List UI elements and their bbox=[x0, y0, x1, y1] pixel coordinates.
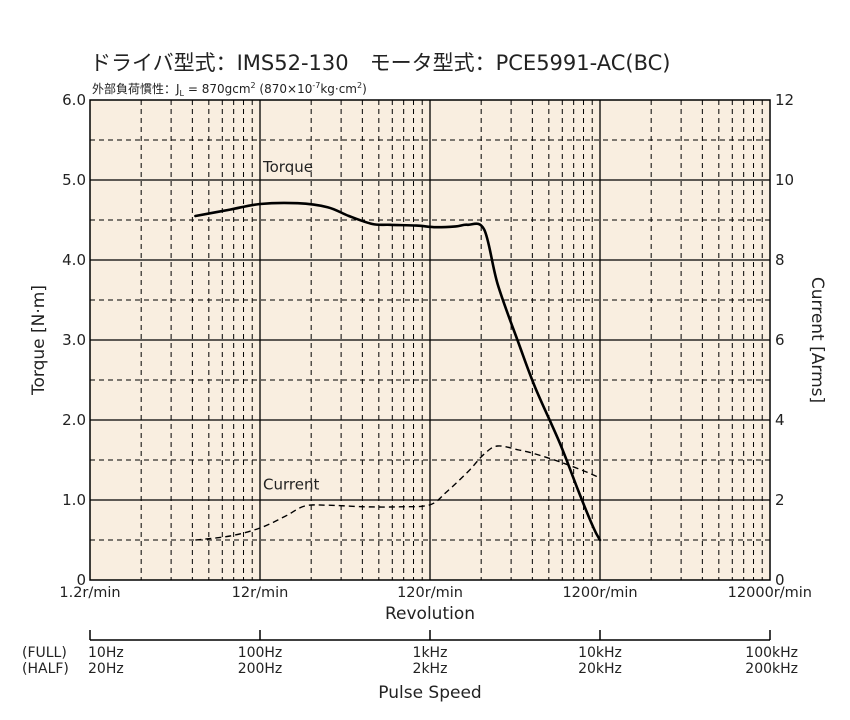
current-annotation: Current bbox=[263, 476, 319, 494]
y2-tick-label: 12 bbox=[775, 91, 794, 109]
x-tick-label: 1200r/min bbox=[562, 585, 637, 601]
y2-tick-label: 2 bbox=[775, 491, 785, 509]
x-tick-label: 120r/min bbox=[397, 585, 463, 601]
chart-subtitle: 外部負荷慣性：JL = 870gcm2 (870×10-7kg·cm2) bbox=[92, 81, 367, 98]
pulse-full-tick-label: 10kHz bbox=[578, 645, 622, 661]
y2-tick-label: 4 bbox=[775, 411, 785, 429]
pulse-full-tick-label: 100Hz bbox=[238, 645, 283, 661]
y-axis-title: Torque [N·m] bbox=[29, 285, 49, 396]
pulse-full-tick-label: 100kHz bbox=[745, 645, 798, 661]
pulse-half-label: (HALF) bbox=[22, 661, 69, 677]
y-tick-label: 1.0 bbox=[62, 491, 86, 509]
x-tick-label: 12r/min bbox=[232, 585, 289, 601]
pulse-full-tick-label: 10Hz bbox=[88, 645, 124, 661]
pulse-full-label: (FULL) bbox=[22, 645, 67, 661]
x-axis-ticks: 1.2r/min 12r/min 120r/min 1200r/min 12000r/m… bbox=[59, 585, 812, 601]
y-tick-label: 3.0 bbox=[62, 331, 86, 349]
x-axis-title: Revolution bbox=[385, 604, 475, 624]
pulse-half-tick-label: 2kHz bbox=[413, 661, 448, 677]
chart-title: ドライバ型式：IMS52-130 モータ型式：PCE5991-AC(BC) bbox=[90, 51, 671, 75]
y2-axis-title: Current [Arms] bbox=[807, 277, 827, 403]
y-tick-label: 4.0 bbox=[62, 251, 86, 269]
y2-axis-ticks: 0 2 4 6 8 10 12 bbox=[775, 91, 794, 589]
pulse-half-tick-label: 200kHz bbox=[745, 661, 798, 677]
plot-frame bbox=[89, 99, 771, 581]
torque-series-line bbox=[194, 201, 602, 542]
torque-annotation: Torque bbox=[262, 158, 313, 176]
y2-tick-label: 6 bbox=[775, 331, 785, 349]
y2-tick-label: 10 bbox=[775, 171, 794, 189]
y2-tick-label: 0 bbox=[775, 571, 785, 589]
major-grid bbox=[90, 100, 770, 580]
x-tick-label: 1.2r/min bbox=[59, 585, 120, 601]
y-tick-label: 6.0 bbox=[62, 91, 86, 109]
current-series-line bbox=[195, 445, 601, 541]
y2-tick-label: 8 bbox=[775, 251, 785, 269]
pulse-half-tick-label: 200Hz bbox=[238, 661, 283, 677]
y-tick-label: 0 bbox=[76, 571, 86, 589]
y-tick-label: 5.0 bbox=[62, 171, 86, 189]
x-tick-label: 12000r/min bbox=[728, 585, 812, 601]
pulse-half-tick-label: 20kHz bbox=[578, 661, 622, 677]
y-tick-label: 2.0 bbox=[62, 411, 86, 429]
pulse-half-tick-label: 20Hz bbox=[88, 661, 124, 677]
pulse-full-tick-label: 1kHz bbox=[413, 645, 448, 661]
y-axis-ticks: 0 1.0 2.0 3.0 4.0 5.0 6.0 bbox=[62, 91, 86, 589]
pulse-axis-title: Pulse Speed bbox=[378, 683, 481, 703]
